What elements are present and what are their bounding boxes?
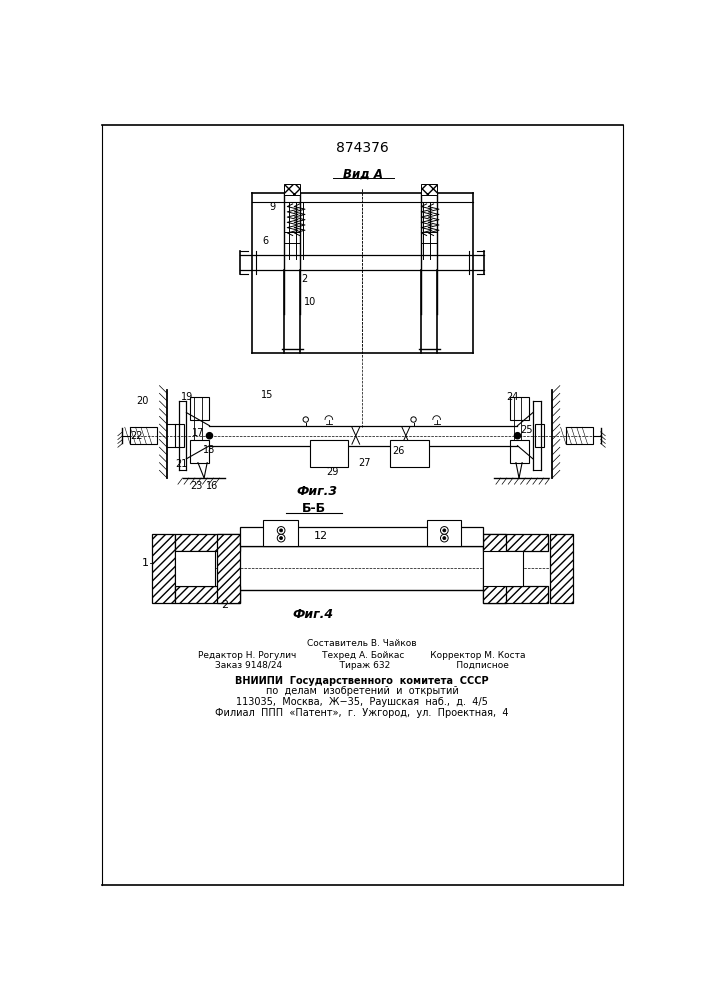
Bar: [217, 534, 240, 603]
Circle shape: [443, 537, 446, 540]
Bar: [510, 397, 529, 420]
Bar: [483, 534, 549, 551]
Circle shape: [440, 527, 448, 534]
Circle shape: [279, 529, 283, 532]
Text: Вид А: Вид А: [344, 167, 383, 180]
Text: 17: 17: [192, 428, 204, 438]
Text: Б-Б: Б-Б: [301, 502, 325, 515]
Text: Редактор Н. Рогулич         Техред А. Бойкас         Корректор М. Коста: Редактор Н. Рогулич Техред А. Бойкас Кор…: [198, 651, 526, 660]
Text: 16: 16: [206, 481, 218, 491]
Bar: [175, 534, 240, 551]
Bar: [264, 520, 298, 546]
Text: Фиг.4: Фиг.4: [293, 608, 334, 621]
Text: 1: 1: [142, 558, 149, 568]
Circle shape: [440, 534, 448, 542]
Bar: [175, 586, 240, 603]
Bar: [426, 520, 461, 546]
Text: 21: 21: [175, 459, 187, 469]
Circle shape: [277, 534, 285, 542]
Text: 19: 19: [181, 392, 193, 402]
Text: Заказ 9148/24                    Тираж 632                       Подписное: Заказ 9148/24 Тираж 632 Подписное: [215, 661, 509, 670]
Bar: [421, 184, 437, 195]
Bar: [175, 424, 184, 447]
Circle shape: [279, 537, 283, 540]
Bar: [535, 424, 544, 447]
Bar: [483, 586, 549, 603]
Bar: [240, 527, 483, 546]
Bar: [310, 440, 348, 466]
Bar: [190, 440, 209, 463]
Text: 10: 10: [303, 297, 316, 307]
Text: 12: 12: [314, 531, 328, 541]
Bar: [550, 534, 573, 603]
Bar: [483, 534, 506, 603]
Text: 18: 18: [204, 445, 216, 455]
Text: 27: 27: [358, 458, 370, 468]
Circle shape: [515, 433, 520, 439]
Bar: [190, 397, 209, 420]
Text: Фиг.3: Фиг.3: [297, 485, 338, 498]
Bar: [152, 534, 175, 603]
Bar: [566, 427, 593, 444]
Text: Филиал  ППП  «Патент»,  г.  Ужгород,  ул.  Проектная,  4: Филиал ППП «Патент», г. Ужгород, ул. Про…: [215, 708, 509, 718]
Bar: [284, 184, 300, 195]
Bar: [390, 440, 429, 466]
Text: 22: 22: [130, 431, 143, 441]
Circle shape: [277, 527, 285, 534]
Text: 874376: 874376: [336, 141, 388, 155]
Circle shape: [206, 433, 213, 439]
Text: 6: 6: [262, 236, 269, 246]
Bar: [175, 551, 215, 586]
Text: 2: 2: [301, 274, 308, 284]
Text: 25: 25: [520, 425, 533, 435]
Text: 113035,  Москва,  Ж−35,  Раушская  наб.,  д.  4/5: 113035, Москва, Ж−35, Раушская наб., д. …: [236, 697, 488, 707]
Text: 20: 20: [136, 396, 148, 406]
Text: 29: 29: [327, 467, 339, 477]
Text: 26: 26: [392, 446, 404, 456]
Text: Составитель В. Чайков: Составитель В. Чайков: [307, 639, 416, 648]
Text: 24: 24: [506, 392, 518, 402]
Bar: [130, 427, 157, 444]
Circle shape: [443, 529, 446, 532]
Text: 9: 9: [269, 202, 276, 212]
Text: ВНИИПИ  Государственного  комитета  СССР: ВНИИПИ Государственного комитета СССР: [235, 676, 489, 686]
Text: 23: 23: [190, 481, 203, 491]
Text: 15: 15: [261, 390, 274, 400]
Bar: [483, 551, 523, 586]
Bar: [510, 440, 529, 463]
Text: по  делам  изобретений  и  открытий: по делам изобретений и открытий: [266, 686, 458, 696]
Text: 2: 2: [221, 600, 228, 610]
